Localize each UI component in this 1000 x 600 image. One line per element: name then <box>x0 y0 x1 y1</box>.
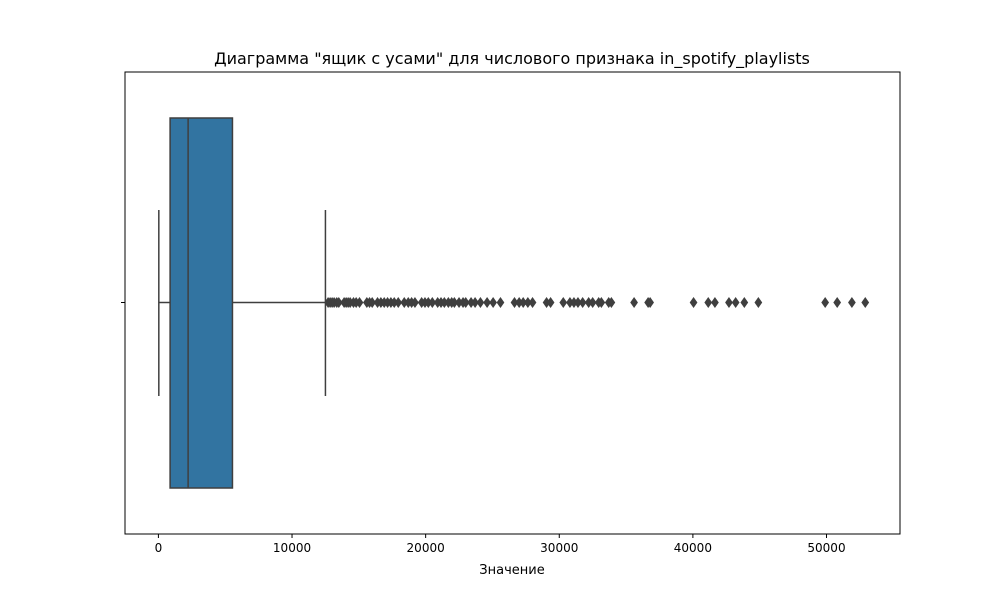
x-tick-label: 30000 <box>540 541 578 555</box>
outlier-point <box>528 296 537 309</box>
outlier-point <box>428 296 437 309</box>
outlier-point <box>559 296 568 309</box>
outlier-point <box>711 296 719 309</box>
outlier-point <box>861 296 870 309</box>
x-tick-label: 0 <box>155 541 163 555</box>
outlier-point <box>740 296 749 309</box>
outlier-point <box>630 296 638 309</box>
outlier-point <box>607 296 616 309</box>
chart-title: Диаграмма "ящик с усами" для числового п… <box>214 49 810 69</box>
outlier-point <box>368 296 377 309</box>
outlier-point <box>833 296 842 309</box>
outlier-point <box>588 296 597 309</box>
outlier-point <box>597 296 606 309</box>
outlier-point <box>704 296 713 309</box>
x-tick-label: 40000 <box>674 541 712 555</box>
outlier-point <box>848 296 856 309</box>
outlier-point <box>578 296 587 309</box>
outlier-point <box>411 296 419 309</box>
outlier-point <box>754 296 763 309</box>
outlier-point <box>821 296 830 309</box>
outlier-point <box>489 296 497 309</box>
outlier-point <box>646 296 654 309</box>
outlier-point <box>731 296 740 309</box>
x-axis: 0 10000 20000 30000 40000 50000 <box>121 302 846 555</box>
x-tick-label: 20000 <box>407 541 445 555</box>
outlier-point <box>461 296 470 309</box>
outlier-point <box>476 296 485 309</box>
outlier-point <box>689 296 698 309</box>
outlier-point <box>394 296 403 309</box>
outlier-point <box>496 296 505 309</box>
outlier-point <box>471 296 479 309</box>
x-axis-label: Значение <box>479 563 544 578</box>
outlier-point <box>725 296 733 309</box>
x-tick-label: 10000 <box>273 541 311 555</box>
plot-area <box>124 71 901 535</box>
outlier-point <box>334 296 343 309</box>
outlier-point <box>483 296 491 309</box>
outlier-point <box>546 296 555 309</box>
x-tick-label: 50000 <box>807 541 845 555</box>
outlier-point <box>355 296 364 309</box>
iqr-box <box>169 117 234 489</box>
